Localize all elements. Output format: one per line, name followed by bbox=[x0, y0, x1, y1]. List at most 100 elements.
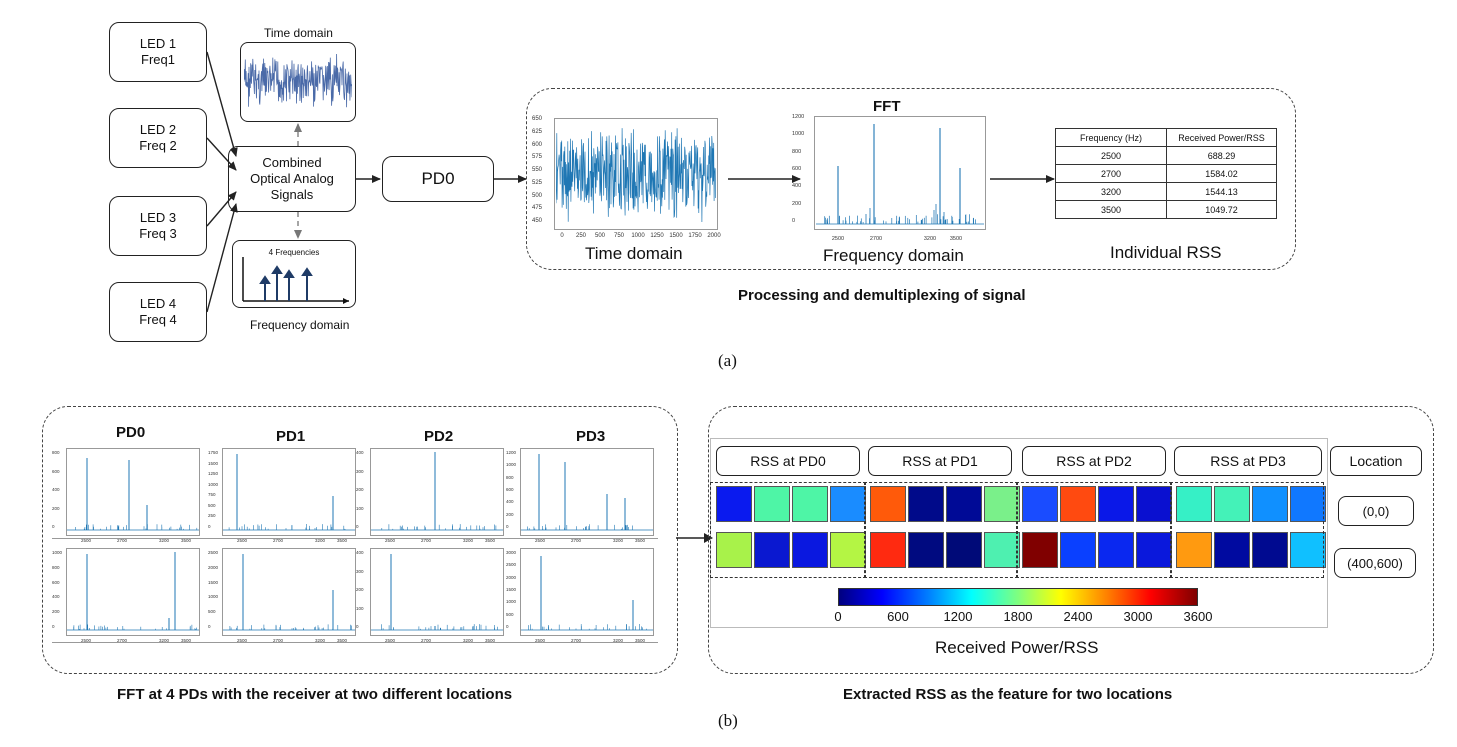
axis-tick-label: 1000 bbox=[631, 233, 645, 239]
rss-header-pd1: RSS at PD1 bbox=[868, 446, 1012, 476]
axis-tick-label: 3500 bbox=[336, 638, 348, 643]
processing-title: Processing and demultiplexing of signal bbox=[738, 287, 1026, 304]
fft-spectrum bbox=[816, 124, 984, 225]
rss-heatmap-cell bbox=[1252, 486, 1288, 522]
axis-tick-label: 0 bbox=[356, 524, 359, 529]
fft-plot-frame bbox=[814, 116, 986, 230]
axis-tick-label: 2500 bbox=[506, 562, 517, 568]
axis-tick-label: 200 bbox=[792, 200, 802, 207]
caption-b: (b) bbox=[718, 711, 738, 730]
axis-tick-label: 0 bbox=[52, 524, 55, 529]
led-1-box: LED 1 Freq1 bbox=[109, 22, 207, 82]
axis-tick-label: 1250 bbox=[650, 233, 664, 239]
axis-tick-label: 2700 bbox=[272, 638, 284, 643]
led-2-freq: Freq 2 bbox=[139, 138, 177, 153]
pd1-title: PD1 bbox=[276, 428, 306, 445]
rss-heatmap-cell bbox=[1290, 486, 1326, 522]
pd0-label: PD0 bbox=[421, 169, 455, 188]
combined-signals-box: Combined Optical Analog Signals bbox=[228, 146, 356, 212]
rss-heatmap-cell bbox=[1060, 532, 1096, 568]
individual-rss-table: Frequency (Hz) Received Power/RSS 2500 68… bbox=[1055, 128, 1277, 219]
axis-tick-label: 800 bbox=[506, 474, 514, 480]
axis-tick-label: 3500 bbox=[336, 538, 348, 543]
small-fft-spectrum bbox=[521, 454, 653, 531]
proc-time-signal bbox=[556, 128, 716, 223]
rss-heatmap-cell bbox=[870, 532, 906, 568]
small-fft-spectrum bbox=[223, 454, 355, 531]
axis-tick-label: 500 bbox=[532, 192, 543, 199]
location-header-text: Location bbox=[1349, 453, 1403, 469]
axis-tick-label: 3200 bbox=[923, 236, 937, 242]
colorbar-label: Received Power/RSS bbox=[935, 638, 1099, 657]
table-row: 2700 1584.02 bbox=[1055, 164, 1277, 183]
axis-tick-label: 400 bbox=[356, 450, 364, 455]
rss-header-pd0-text: RSS at PD0 bbox=[750, 453, 826, 469]
rss-header-pd3: RSS at PD3 bbox=[1174, 446, 1322, 476]
axis-tick-label: 3200 bbox=[314, 538, 326, 543]
axis-tick-label: 2700 bbox=[116, 638, 128, 643]
axis-tick-label: 2500 bbox=[208, 550, 219, 555]
axis-tick-label: 450 bbox=[532, 218, 543, 224]
small-fft-plot: 2500 2000 1500 1000 500 0 2500 2700 3200 3500 bbox=[208, 548, 356, 648]
rss-heatmap-cell bbox=[716, 486, 752, 522]
table-row: 2500 688.29 bbox=[1055, 146, 1277, 165]
pd3-title: PD3 bbox=[576, 428, 606, 445]
rss-heatmap-cell bbox=[1098, 532, 1134, 568]
axis-tick-label: 625 bbox=[532, 128, 543, 135]
axis-tick-label: 1500 bbox=[208, 579, 219, 585]
rss-heatmap-cell bbox=[908, 532, 944, 568]
led-3-freq: Freq 3 bbox=[139, 226, 177, 241]
axis-tick-label: 1200 bbox=[792, 114, 805, 120]
axis-tick-label: 1250 bbox=[208, 471, 219, 477]
small-fft-frame bbox=[370, 448, 504, 536]
axis-tick-label: 400 bbox=[52, 487, 60, 492]
rss-heatmap-cell bbox=[946, 486, 982, 522]
led-2-box: LED 2 Freq 2 bbox=[109, 108, 207, 168]
axis-tick-label: 2700 bbox=[570, 638, 582, 643]
rss-heatmap-cell bbox=[908, 486, 944, 522]
combined-line-1: Combined bbox=[262, 155, 322, 170]
small-fft-plot: 400 300 200 100 0 2500 2700 3200 3500 bbox=[356, 448, 504, 548]
table-cell: 2500 bbox=[1055, 146, 1167, 165]
small-fft-spectrum bbox=[371, 554, 503, 631]
part-a-arrows bbox=[206, 51, 1055, 313]
axis-tick-label: 2500 bbox=[80, 538, 92, 543]
table-cell: 3500 bbox=[1055, 200, 1167, 219]
axis-tick-label: 3500 bbox=[634, 638, 646, 643]
small-fft-spectrum bbox=[223, 554, 355, 631]
fft-title: FFT bbox=[873, 98, 901, 115]
small-fft-frame bbox=[520, 448, 654, 536]
thumb-signal-line bbox=[244, 54, 352, 108]
rss-heatmap-cell bbox=[946, 532, 982, 568]
colorbar-tick-label: 600 bbox=[887, 609, 909, 624]
table-cell: 1584.02 bbox=[1166, 164, 1277, 183]
axis-tick-label: 575 bbox=[532, 154, 543, 161]
table-row: 3500 1049.72 bbox=[1055, 200, 1277, 219]
led-4-box: LED 4 Freq 4 bbox=[109, 282, 207, 342]
axis-tick-label: 550 bbox=[532, 167, 543, 173]
axis-tick-label: 600 bbox=[52, 468, 60, 474]
axis-tick-label: 650 bbox=[532, 116, 543, 122]
rss-heatmap-cell bbox=[1060, 486, 1096, 522]
axis-tick-label: 1000 bbox=[52, 550, 63, 555]
combined-line-3: Signals bbox=[270, 187, 314, 202]
right-caption: Extracted RSS as the feature for two loc… bbox=[843, 686, 1173, 703]
table-header: Frequency (Hz) bbox=[1055, 128, 1167, 147]
axis-tick-label: 0 bbox=[506, 524, 509, 529]
rss-header-pd1-text: RSS at PD1 bbox=[902, 453, 978, 469]
table-cell: 1544.13 bbox=[1166, 182, 1277, 201]
rss-heatmap-cell bbox=[792, 532, 828, 568]
location-1: (400,600) bbox=[1334, 548, 1416, 578]
axis-tick-label: 1500 bbox=[208, 460, 219, 466]
axis-tick-label: 2000 bbox=[208, 564, 219, 570]
colorbar-tick-label: 0 bbox=[834, 609, 842, 624]
axis-tick-label: 2500 bbox=[80, 638, 92, 643]
proc-time-domain-label: Time domain bbox=[585, 244, 683, 263]
led-4-freq: Freq 4 bbox=[139, 312, 177, 327]
rss-header-pd2-text: RSS at PD2 bbox=[1056, 453, 1132, 469]
table-header-row: Frequency (Hz) Received Power/RSS bbox=[1055, 128, 1277, 147]
small-fft-plot: 400 300 200 100 0 2500 2700 3200 3500 bbox=[356, 548, 504, 648]
plot-row-baseline bbox=[52, 642, 658, 643]
axis-tick-label: 200 bbox=[52, 505, 60, 511]
led-1-freq: Freq1 bbox=[141, 52, 175, 67]
